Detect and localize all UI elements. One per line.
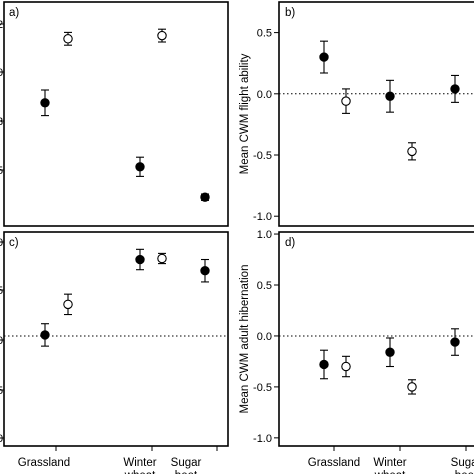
panel-d-ytick-label: 0.0	[257, 331, 272, 343]
open-marker	[63, 299, 73, 310]
panel-a-marks	[40, 28, 210, 202]
panel-d-yticks: -1.0 -0.5 0.0 0.5 1.0	[253, 229, 279, 445]
panel-d-ytick-label: -1.0	[253, 433, 272, 445]
panel-a-filled-point-2	[200, 192, 210, 202]
filled-marker	[135, 162, 145, 172]
filled-marker	[385, 347, 395, 357]
panel-b-frame	[278, 1, 474, 227]
panel-a-open-point-0	[63, 31, 73, 46]
panel-a-filled-point-0	[40, 89, 50, 117]
panel-c-label: c)	[9, 237, 19, 249]
x-category-label: wheat	[374, 470, 406, 474]
panel-a-open-point-1	[157, 28, 167, 43]
panel-a-ytick-fragment: 2	[0, 19, 3, 31]
filled-marker	[40, 330, 50, 340]
panel-b-open-point-1	[407, 142, 417, 161]
x-category-label: Grassland	[308, 457, 360, 469]
x-category-labels: GrasslandWinterwheatSugarbeetGrasslandWi…	[18, 446, 474, 474]
x-category-label: Grassland	[18, 457, 70, 469]
open-marker	[157, 253, 167, 264]
panel-a-filled-point-1	[135, 156, 145, 177]
panel-c-filled-point-1	[135, 248, 145, 271]
panel-b-open-point-0	[341, 88, 351, 114]
panel-d-ytick-label: 0.5	[257, 280, 272, 292]
panel-b-filled-point-2	[450, 74, 460, 103]
x-category-label: Winter	[373, 457, 406, 469]
panel-c-open-point-1	[157, 252, 167, 265]
panel-d-open-point-0	[341, 355, 351, 378]
open-marker	[407, 382, 417, 392]
filled-marker	[200, 266, 210, 276]
filled-marker	[200, 192, 210, 202]
panel-b-ytick-label: -1.0	[253, 211, 272, 223]
panel-b-filled-point-0	[319, 40, 329, 74]
panel-c: c) 0 5 0 5 0	[0, 231, 229, 447]
panel-c-filled-point-2	[200, 258, 210, 283]
open-marker	[341, 361, 351, 372]
panel-d: d) Mean CWM adult hibernation -1.0 -0.5 0.…	[239, 229, 474, 447]
panel-d-filled-point-0	[319, 349, 329, 380]
panel-c-ytick-fragment: 5	[0, 285, 3, 297]
panel-a-frame	[3, 1, 229, 227]
panel-d-ytick-label: -0.5	[253, 382, 272, 394]
panel-c-ytick-fragment: 0	[0, 237, 3, 249]
x-category-label: beet	[455, 470, 474, 474]
panel-c-open-point-0	[63, 293, 73, 316]
panel-d-filled-point-2	[450, 328, 460, 356]
panel-a-ytick-fragment: 3	[0, 116, 3, 128]
panel-d-open-point-1	[407, 379, 417, 395]
filled-marker	[450, 337, 460, 347]
x-category-label: wheat	[124, 470, 156, 474]
panel-c-ytick-fragment: 0	[0, 335, 3, 347]
panel-d-label: d)	[285, 237, 295, 249]
panel-c-ytick-fragment: 5	[0, 385, 3, 397]
open-marker	[63, 34, 73, 44]
x-category-label: Sugar	[451, 457, 474, 469]
panel-b-filled-point-1	[385, 79, 395, 113]
filled-marker	[135, 254, 145, 265]
open-marker	[341, 96, 351, 106]
filled-marker	[319, 359, 329, 370]
panel-c-frame	[3, 231, 229, 447]
panel-c-filled-point-0	[40, 323, 50, 347]
panel-d-filled-point-1	[385, 337, 395, 368]
panel-b-yticks: -1.0 -0.5 0.0 0.5	[253, 28, 279, 223]
x-category-label: Sugar	[171, 457, 202, 469]
panel-b: b) Mean CWM flight ability -1.0 -0.5 0.0 0.…	[239, 1, 474, 227]
panel-d-marks	[319, 328, 460, 395]
panel-b-ylabel: Mean CWM flight ability	[239, 53, 251, 174]
panel-c-yticks: 0 5 0 5 0	[0, 237, 4, 445]
filled-marker	[40, 98, 50, 108]
x-category-label: Winter	[123, 457, 156, 469]
panel-b-ytick-label: -0.5	[253, 150, 272, 162]
filled-marker	[450, 84, 460, 94]
panel-a-ytick-fragment: 5	[0, 165, 3, 177]
filled-marker	[319, 52, 329, 62]
panel-a-label: a)	[9, 7, 19, 19]
open-marker	[407, 146, 417, 157]
panel-c-ytick-fragment: 0	[0, 433, 3, 445]
panel-d-ytick-label: 1.0	[257, 229, 272, 241]
filled-marker	[385, 91, 395, 101]
panel-b-label: b)	[285, 7, 295, 19]
panel-b-ytick-label: 0.0	[257, 89, 272, 101]
panel-b-marks	[319, 40, 460, 161]
open-marker	[157, 30, 167, 41]
panel-c-marks	[40, 248, 210, 347]
panel-d-frame	[278, 231, 474, 447]
panel-a-ytick-fragment: 0	[0, 67, 3, 79]
panel-b-ytick-label: 0.5	[257, 28, 272, 40]
x-category-label: beet	[175, 470, 198, 474]
panel-d-ylabel: Mean CWM adult hibernation	[239, 265, 251, 414]
